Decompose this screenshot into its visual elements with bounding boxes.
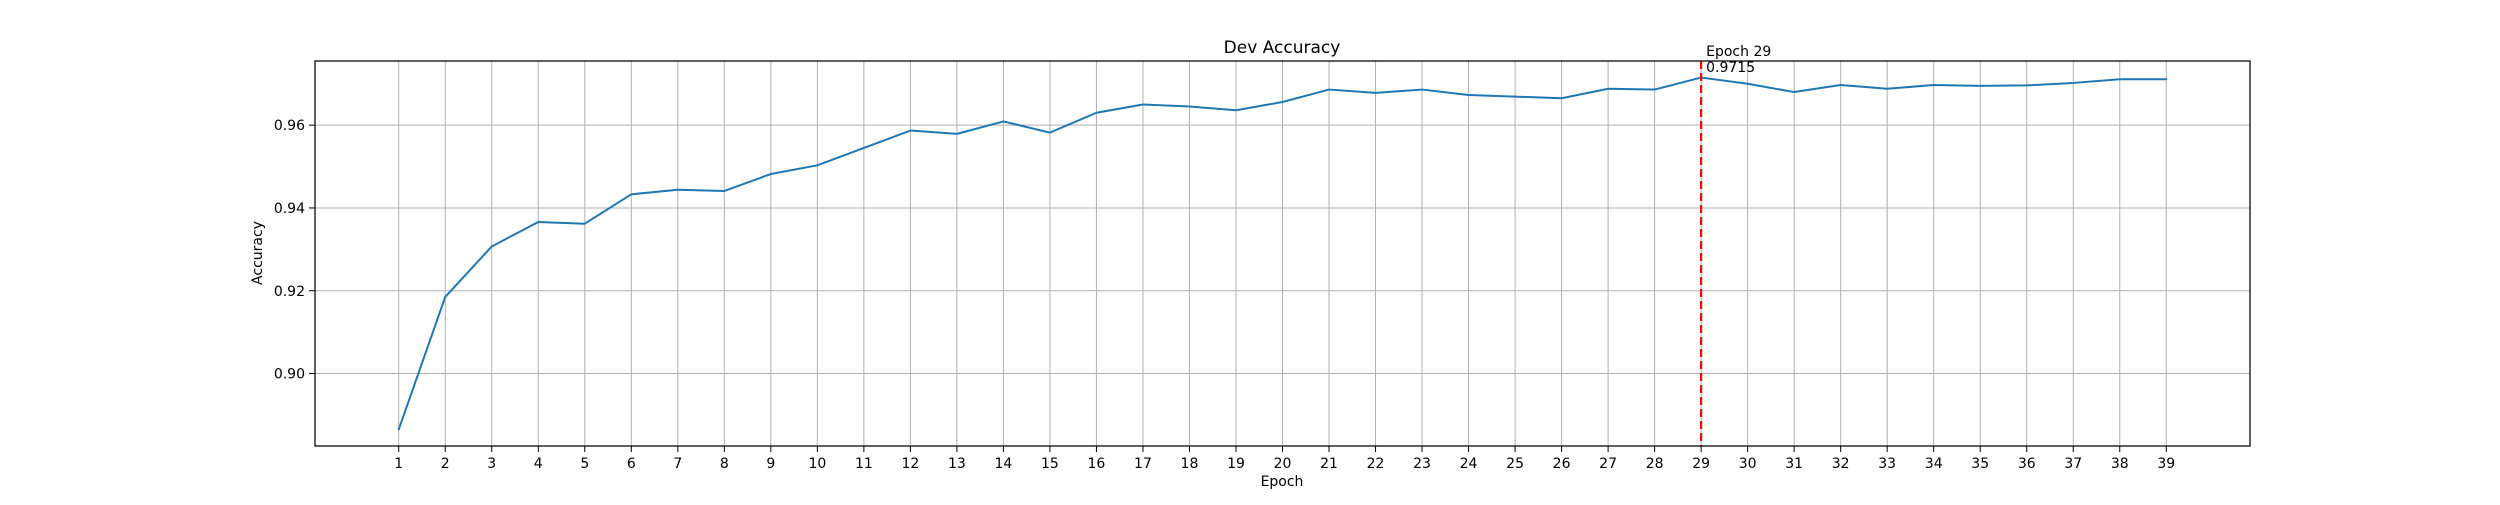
x-tick-label: 18 [1181, 456, 1199, 472]
x-tick-label: 8 [720, 456, 729, 472]
x-tick-label: 31 [1785, 456, 1803, 472]
x-tick-label: 38 [2111, 456, 2129, 472]
series-layer [397, 76, 2168, 431]
y-tick-label: 0.96 [274, 118, 305, 134]
x-tick-label: 7 [673, 456, 682, 472]
x-tick-label: 19 [1227, 456, 1245, 472]
x-tick-label: 15 [1041, 456, 1059, 472]
y-tick-label: 0.94 [274, 201, 305, 217]
x-tick-label: 12 [901, 456, 919, 472]
x-tick-label: 2 [441, 456, 450, 472]
x-tick-label: 6 [627, 456, 636, 472]
x-tick-label: 29 [1692, 456, 1710, 472]
y-tick-label: 0.92 [274, 284, 305, 300]
x-tick-label: 36 [2018, 456, 2036, 472]
x-tick-label: 26 [1553, 456, 1571, 472]
x-tick-label: 17 [1134, 456, 1152, 472]
x-tick-label: 14 [994, 456, 1012, 472]
x-tick-label: 37 [2064, 456, 2082, 472]
accuracy-line [397, 76, 2168, 431]
x-tick-label: 13 [948, 456, 966, 472]
x-tick-label: 11 [855, 456, 873, 472]
x-tick-label: 20 [1274, 456, 1292, 472]
best-epoch-value: 0.9715 [1706, 60, 1755, 76]
x-tick-label: 32 [1832, 456, 1850, 472]
x-tick-label: 21 [1320, 456, 1338, 472]
grid-lines [315, 61, 2250, 446]
chart-title: Dev Accuracy [1224, 38, 1341, 58]
y-axis-label: Accuracy [250, 221, 266, 285]
y-axis-ticks: 0.90 0.92 0.94 0.96 [274, 118, 315, 383]
x-tick-label: 22 [1367, 456, 1385, 472]
x-tick-label: 4 [534, 456, 543, 472]
x-tick-label: 28 [1646, 456, 1664, 472]
x-tick-label: 39 [2157, 456, 2175, 472]
x-tick-label: 1 [394, 456, 403, 472]
x-tick-label: 23 [1413, 456, 1431, 472]
x-tick-label: 3 [487, 456, 496, 472]
x-tick-label: 27 [1599, 456, 1617, 472]
best-epoch-marker: Epoch 290.9715 [1700, 44, 1771, 446]
x-tick-label: 34 [1925, 456, 1943, 472]
y-tick-label: 0.90 [274, 367, 305, 383]
x-tick-label: 9 [766, 456, 775, 472]
x-tick-label: 5 [580, 456, 589, 472]
x-tick-label: 24 [1460, 456, 1478, 472]
x-tick-label: 33 [1878, 456, 1896, 472]
x-tick-label: 35 [1971, 456, 1989, 472]
x-axis-label: Epoch [1261, 474, 1304, 490]
x-tick-label: 25 [1506, 456, 1524, 472]
best-epoch-label: Epoch 29 [1706, 44, 1771, 60]
x-tick-label: 30 [1739, 456, 1757, 472]
x-tick-label: 16 [1088, 456, 1106, 472]
x-tick-label: 10 [808, 456, 826, 472]
x-axis-ticks: 1 2 3 4 5 6 7 8 9 10 11 12 13 14 15 16 17 18 19 20 21 22 23 24 2… [394, 446, 2175, 472]
